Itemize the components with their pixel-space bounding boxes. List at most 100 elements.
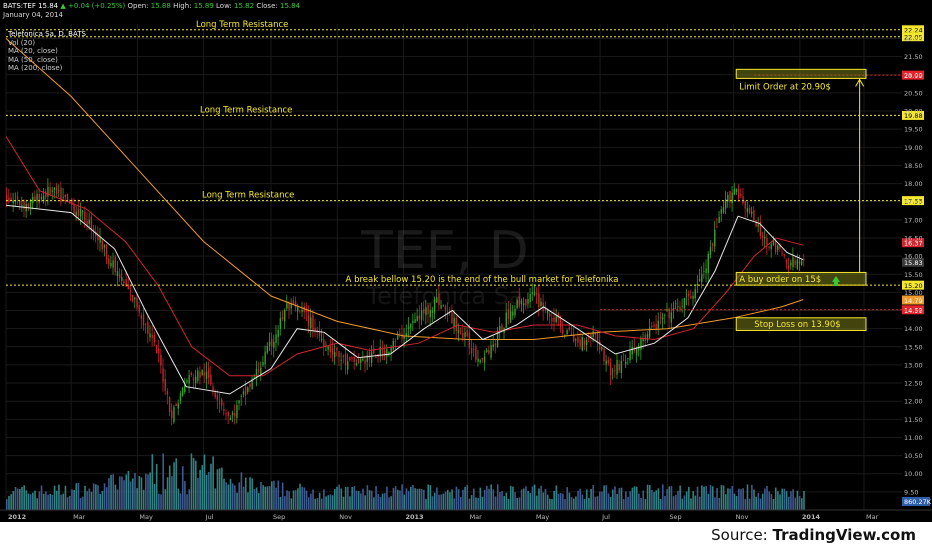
- candle-body: [681, 305, 683, 307]
- volume-bar: [225, 482, 227, 510]
- candle-body: [522, 303, 525, 305]
- candle-body: [97, 235, 99, 241]
- volume-bar: [79, 498, 82, 510]
- candle-body: [505, 312, 507, 328]
- candle-body: [490, 345, 492, 358]
- volume-bar: [262, 485, 264, 510]
- volume-bar: [620, 487, 623, 510]
- y-tick-label: 17.00: [904, 216, 923, 224]
- volume-bar: [412, 484, 414, 510]
- volume-bar: [284, 496, 286, 510]
- volume-bar: [425, 498, 427, 510]
- volume-bar: [244, 477, 247, 510]
- series-title[interactable]: Telefonica Sa, D, BATS: [8, 30, 86, 38]
- candle-body: [112, 260, 114, 268]
- volume-bar: [436, 487, 438, 510]
- volume-bar: [347, 486, 349, 510]
- candle-body: [284, 309, 286, 322]
- volume-bar: [464, 486, 466, 510]
- candle-body: [55, 186, 58, 194]
- volume-bar: [570, 497, 573, 510]
- volume-bar: [527, 490, 529, 510]
- candle-body: [399, 332, 401, 334]
- candle-body: [62, 197, 64, 199]
- volume-bar: [418, 488, 421, 510]
- indicator-ma50[interactable]: MA (50, close): [8, 55, 58, 64]
- candle-body: [709, 247, 712, 255]
- volume-bar: [129, 481, 132, 510]
- volume-bar: [475, 497, 477, 510]
- y-tick-label: 21.50: [904, 53, 923, 61]
- volume-bar: [449, 492, 451, 510]
- candle-body: [733, 189, 736, 195]
- volume-bar: [681, 498, 684, 510]
- level-tag-text: 20.99: [904, 72, 923, 80]
- volume-bar: [288, 491, 290, 510]
- candle-body: [451, 312, 453, 324]
- source-prefix: Source:: [711, 526, 768, 544]
- volume-bar: [429, 485, 432, 510]
- volume-bar: [401, 484, 403, 510]
- level-label: Long Term Resistance: [196, 20, 288, 30]
- volume-bar: [420, 489, 423, 510]
- candle-body: [312, 314, 314, 332]
- indicator-ma200[interactable]: MA (200, close): [8, 64, 63, 72]
- candle-body: [564, 334, 566, 337]
- candle-body: [701, 274, 703, 283]
- volume-bar: [588, 497, 590, 510]
- volume-bar: [531, 486, 534, 510]
- volume-bar: [479, 487, 482, 510]
- candle-body: [186, 380, 188, 383]
- volume-bar: [659, 498, 662, 510]
- volume-bar: [735, 495, 738, 510]
- y-tick-label: 16.50: [904, 234, 923, 242]
- chart-area[interactable]: TEF, D Telefonica Sa Long Term Resistance 2…: [0, 0, 932, 522]
- candle-body: [579, 339, 581, 347]
- volume-bar: [201, 465, 204, 510]
- y-axis: 22.00 21.50 21.00 20.50 20.00 19.50 19.00 18.50…: [904, 35, 923, 496]
- candle-body: [403, 336, 405, 339]
- volume-bar: [275, 487, 277, 510]
- volume-bar: [36, 498, 39, 510]
- candle-body: [549, 313, 551, 317]
- candle-body: [731, 192, 733, 204]
- volume-bar: [501, 491, 503, 510]
- volume-bar: [392, 487, 395, 510]
- volume-bar: [47, 494, 49, 510]
- candle-body: [270, 338, 273, 347]
- volume-bar: [703, 486, 705, 510]
- candle-body: [646, 334, 649, 341]
- candle-body: [781, 252, 783, 254]
- volume-bar: [10, 494, 12, 510]
- volume-bar: [242, 486, 245, 510]
- candle-body: [51, 190, 54, 192]
- volume-bar: [27, 493, 30, 510]
- candle-body: [705, 268, 707, 274]
- indicator-ma20[interactable]: MA (20, close): [8, 47, 58, 55]
- volume-bar: [605, 485, 608, 510]
- candle-body: [58, 190, 60, 192]
- volume-bar: [23, 485, 25, 510]
- candle-body: [242, 391, 245, 395]
- volume-bar: [457, 489, 460, 510]
- candle-body: [766, 238, 768, 245]
- volume-bar: [544, 488, 547, 510]
- volume-bar: [325, 496, 327, 510]
- indicator-volume[interactable]: Vol (20): [8, 38, 36, 47]
- volume-bar: [127, 470, 130, 510]
- volume-bar: [746, 484, 749, 510]
- volume-bar: [724, 494, 727, 510]
- price-tag: [902, 295, 924, 305]
- volume-bar: [642, 490, 645, 510]
- candle-body: [603, 348, 605, 362]
- candle-body: [32, 196, 34, 204]
- candle-body: [214, 392, 216, 398]
- volume-bar: [679, 485, 681, 510]
- candle-body: [151, 335, 153, 339]
- candle-body: [36, 193, 38, 202]
- low-label: Low:: [216, 2, 232, 10]
- volume-bar: [518, 497, 521, 510]
- volume-bar: [716, 488, 718, 510]
- volume-bar: [340, 488, 343, 510]
